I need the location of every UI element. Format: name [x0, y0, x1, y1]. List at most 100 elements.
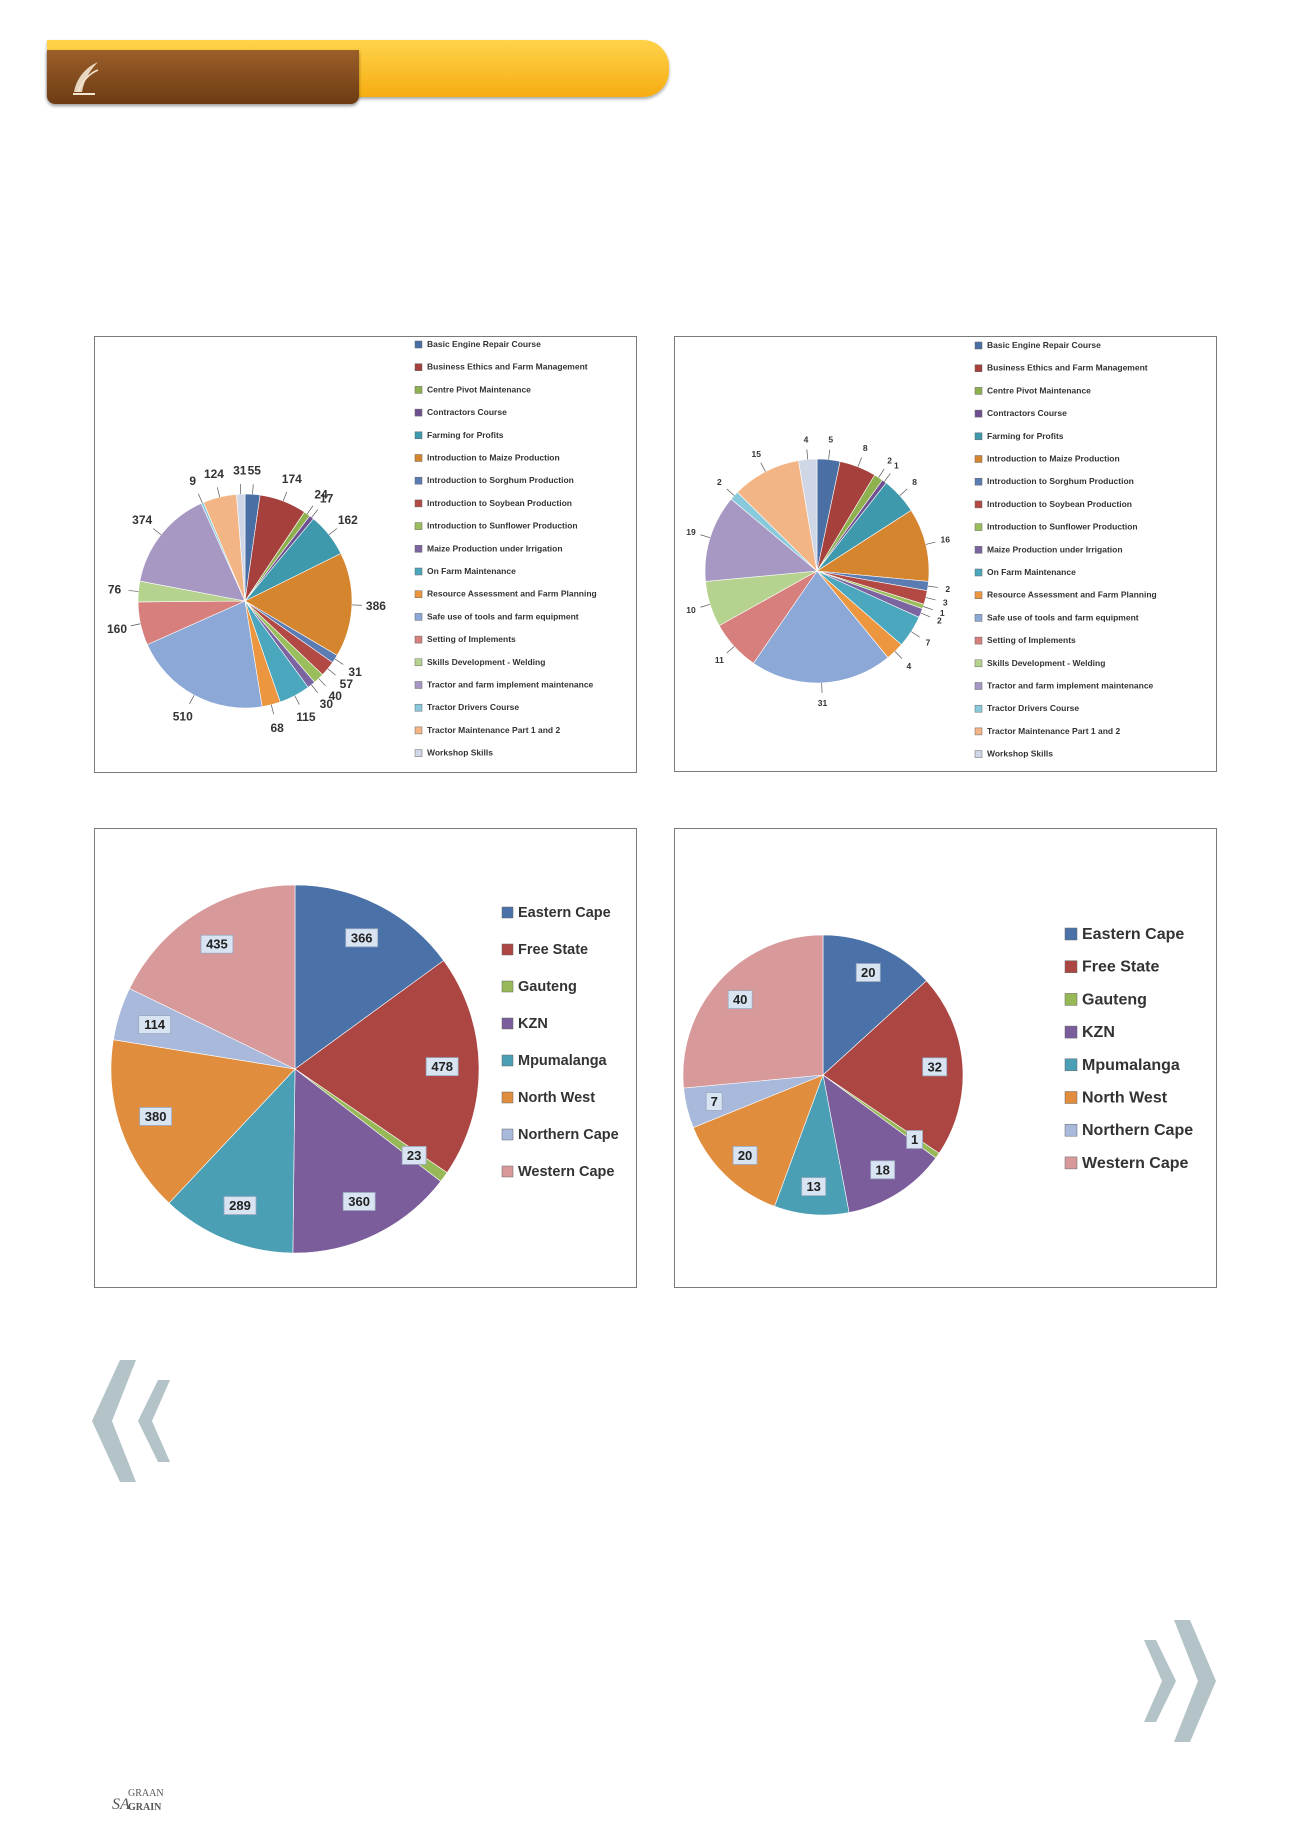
data-label: 478	[431, 1059, 453, 1074]
legend: Basic Engine Repair Course Business Ethic…	[974, 340, 1157, 759]
data-label-box	[855, 963, 881, 982]
data-label: 289	[229, 1198, 251, 1213]
pie-data-labels: 366 478 23 360 289 380 114 435	[138, 928, 459, 1215]
data-label: 8	[863, 443, 868, 453]
legend-swatch	[414, 340, 423, 349]
data-label: 13	[806, 1179, 820, 1194]
data-label: 31	[348, 665, 362, 679]
data-label: 32	[927, 1059, 941, 1074]
pie-slice-kzn	[822, 1074, 937, 1213]
province-participants-pie-chart: 366 478 23 360 289 380 114 435 Eastern Cape Free …	[110, 884, 619, 1254]
chart-panel-3: 366 478 23 360 289 380 114 435 Eastern Cape Free …	[94, 828, 637, 1288]
leader-line	[216, 487, 220, 498]
legend-label: Introduction to Sunflower Production	[427, 521, 578, 531]
legend-label: Basic Engine Repair Course	[987, 340, 1101, 350]
legend-label: Eastern Cape	[518, 905, 611, 921]
data-label-box	[801, 1177, 827, 1197]
legend-label: Workshop Skills	[987, 749, 1053, 759]
legend-label: Tractor and farm implement maintenance	[987, 681, 1154, 691]
leader-line	[328, 528, 338, 535]
pie-slice-western-cape	[682, 934, 824, 1089]
province-count-pie-chart: 20 32 1 18 13 20 7 40 Eastern Cape Free State Gaut…	[682, 926, 1193, 1216]
legend-label: North West	[518, 1090, 595, 1106]
legend-label: Introduction to Soybean Production	[987, 499, 1132, 509]
legend-swatch	[1064, 960, 1078, 973]
data-label: 4	[804, 434, 809, 444]
data-label: 374	[132, 513, 152, 527]
legend: Basic Engine Repair Course Business Ethic…	[414, 339, 597, 758]
data-label: 366	[351, 930, 373, 945]
legend-label: Farming for Profits	[987, 431, 1064, 441]
header-tab	[47, 50, 359, 104]
footer-logo-bottom: GRAIN	[128, 1802, 162, 1813]
data-label: 2	[887, 456, 892, 466]
legend-label: Northern Cape	[518, 1127, 619, 1143]
leader-line	[899, 488, 908, 496]
legend-swatch	[414, 635, 423, 644]
legend-swatch	[414, 567, 423, 576]
leader-line	[130, 623, 141, 627]
data-label: 3	[943, 597, 948, 607]
legend-swatch	[414, 363, 423, 371]
legend-label: Introduction to Sunflower Production	[987, 522, 1138, 532]
legend-label: Setting of Implements	[987, 635, 1076, 645]
legend-swatch	[1064, 1058, 1078, 1072]
legend-label: Mpumalanga	[518, 1053, 608, 1069]
legend-swatch	[414, 726, 423, 735]
legend-swatch	[501, 943, 514, 956]
legend-swatch	[1064, 1156, 1078, 1170]
data-label: 1	[940, 608, 945, 618]
leader-line	[327, 668, 336, 676]
course-participants-pie-chart: 5517424171623863157403011568510160763749…	[107, 339, 597, 758]
leader-line	[152, 528, 162, 535]
data-label: 7	[926, 637, 931, 647]
legend-label: Safe use of tools and farm equipment	[987, 612, 1139, 622]
legend-swatch	[501, 980, 514, 993]
legend-label: Business Ethics and Farm Management	[427, 362, 588, 372]
data-label: 1	[894, 460, 899, 470]
footer-logo-prefix: SA	[112, 1796, 130, 1813]
chart-panel-1: 55 174 24 17 162 386 31 57 40 30 115 68 510 160 76 374 9…	[94, 336, 637, 773]
data-label: 360	[348, 1194, 370, 1209]
pie-slice-workshop-skills	[236, 493, 246, 602]
data-label: 2	[945, 584, 950, 594]
legend-label: Western Cape	[518, 1164, 614, 1180]
legend-swatch	[974, 364, 983, 372]
pie-slice-free-state	[822, 980, 964, 1154]
data-label: 16	[941, 535, 951, 545]
data-label: 31	[818, 698, 828, 708]
pie-slice-north-west	[692, 1074, 824, 1207]
legend-label: Safe use of tools and farm equipment	[427, 611, 579, 621]
data-label-box	[138, 1015, 172, 1034]
data-label-box	[870, 1160, 896, 1180]
pie-slice-eastern-cape	[822, 934, 927, 1076]
legend-swatch	[414, 590, 423, 598]
data-label-box	[223, 1196, 257, 1215]
pie-slice-introduction-to-maize-production	[244, 553, 353, 656]
legend-swatch	[414, 522, 423, 530]
leader-line	[760, 462, 766, 472]
data-label: 76	[108, 583, 122, 597]
leader-line	[334, 658, 344, 665]
legend-label: Mpumalanga	[1082, 1057, 1180, 1074]
data-label-box	[732, 1146, 758, 1165]
data-label: 18	[875, 1162, 889, 1177]
double-chevron-left-icon	[92, 1360, 170, 1482]
data-label: 5	[828, 435, 833, 445]
leader-line	[894, 651, 903, 659]
legend-swatch	[501, 906, 514, 919]
leader-line	[252, 484, 254, 495]
footer-logo-top: GRAAN	[128, 1788, 164, 1799]
footer-logo: SA GRAAN GRAIN	[112, 1788, 182, 1818]
legend-label: Gauteng	[518, 979, 577, 995]
legend-label: Tractor Maintenance Part 1 and 2	[427, 725, 560, 735]
pie-slice-workshop-skills	[798, 458, 818, 572]
legend-label: Centre Pivot Maintenance	[987, 385, 1091, 395]
data-label: 9	[189, 474, 196, 488]
legend-label: Tractor Maintenance Part 1 and 2	[987, 726, 1120, 736]
legend-swatch	[501, 1054, 514, 1067]
legend-label: Northern Cape	[1082, 1122, 1193, 1139]
leader-line	[920, 612, 931, 618]
data-label: 4	[907, 661, 912, 671]
leader-line	[910, 631, 920, 638]
